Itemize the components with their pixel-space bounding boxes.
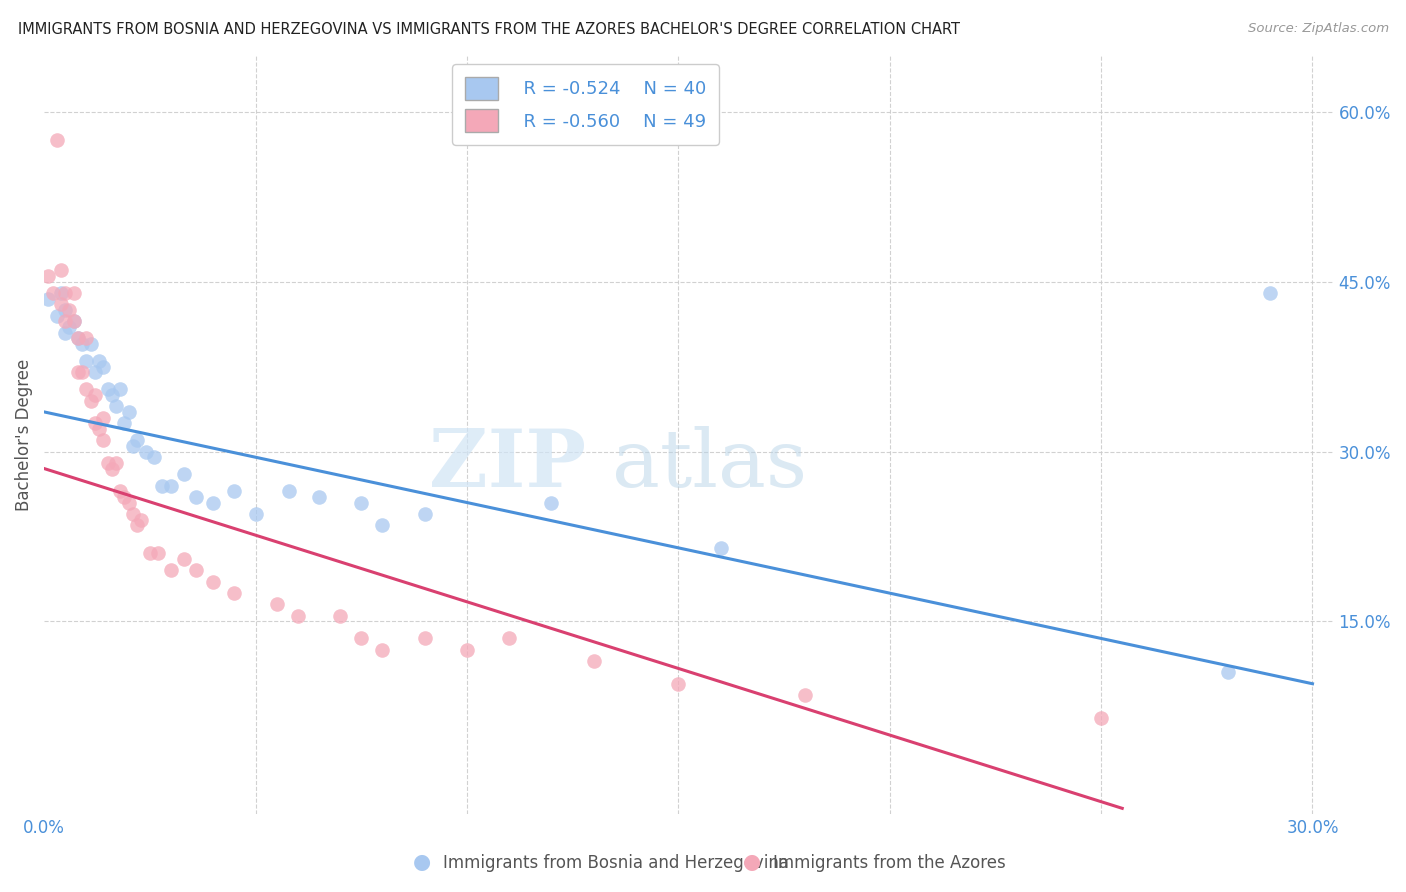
Point: [91, 434, 114, 448]
Point: [91, 359, 114, 374]
Point: [794, 688, 817, 702]
Point: [118, 495, 141, 509]
Point: [350, 632, 373, 646]
Point: [100, 388, 122, 402]
Point: [83, 388, 105, 402]
Point: [83, 416, 105, 430]
Point: [70, 337, 93, 351]
Point: [49, 263, 72, 277]
Point: [122, 439, 145, 453]
Text: ●: ●: [744, 853, 761, 872]
Point: [70, 365, 93, 379]
Point: [49, 297, 72, 311]
Point: [202, 574, 225, 589]
Point: [114, 416, 136, 430]
Point: [1258, 285, 1281, 300]
Point: [413, 507, 436, 521]
Point: [79, 393, 101, 408]
Point: [143, 450, 166, 465]
Point: [666, 677, 689, 691]
Point: [186, 490, 208, 504]
Point: [37, 292, 59, 306]
Text: IMMIGRANTS FROM BOSNIA AND HERZEGOVINA VS IMMIGRANTS FROM THE AZORES BACHELOR'S : IMMIGRANTS FROM BOSNIA AND HERZEGOVINA V…: [18, 22, 960, 37]
Point: [41, 285, 63, 300]
Point: [498, 632, 520, 646]
Point: [37, 268, 59, 283]
Point: [118, 405, 141, 419]
Point: [371, 518, 394, 533]
Point: [58, 303, 80, 318]
Point: [87, 422, 110, 436]
Point: [66, 331, 89, 345]
Point: [350, 495, 373, 509]
Point: [91, 410, 114, 425]
Point: [75, 331, 97, 345]
Point: [62, 314, 84, 328]
Text: ZIP: ZIP: [429, 425, 586, 504]
Point: [186, 564, 208, 578]
Point: [110, 484, 132, 499]
Point: [66, 331, 89, 345]
Point: [173, 552, 195, 566]
Point: [139, 547, 162, 561]
Point: [371, 642, 394, 657]
Point: [710, 541, 733, 555]
Point: [96, 456, 118, 470]
Point: [96, 382, 118, 396]
Text: ●: ●: [413, 853, 430, 872]
Legend:   R = -0.524    N = 40,   R = -0.560    N = 49: R = -0.524 N = 40, R = -0.560 N = 49: [453, 64, 718, 145]
Point: [456, 642, 478, 657]
Point: [45, 133, 67, 147]
Point: [53, 303, 76, 318]
Point: [53, 326, 76, 340]
Text: Source: ZipAtlas.com: Source: ZipAtlas.com: [1249, 22, 1389, 36]
Point: [83, 365, 105, 379]
Text: atlas: atlas: [612, 425, 807, 504]
Point: [104, 456, 127, 470]
Point: [202, 495, 225, 509]
Point: [135, 444, 157, 458]
Point: [329, 608, 352, 623]
Point: [224, 586, 246, 600]
Point: [173, 467, 195, 482]
Point: [87, 354, 110, 368]
Point: [148, 547, 170, 561]
Point: [245, 507, 267, 521]
Point: [79, 337, 101, 351]
Point: [62, 314, 84, 328]
Point: [131, 512, 153, 526]
Point: [278, 484, 301, 499]
Point: [75, 382, 97, 396]
Point: [160, 478, 183, 492]
Text: Immigrants from the Azores: Immigrants from the Azores: [773, 855, 1007, 872]
Point: [308, 490, 330, 504]
Point: [104, 399, 127, 413]
Point: [45, 309, 67, 323]
Point: [160, 564, 183, 578]
Point: [1090, 711, 1112, 725]
Point: [114, 490, 136, 504]
Point: [287, 608, 309, 623]
Point: [152, 478, 174, 492]
Point: [53, 314, 76, 328]
Point: [266, 598, 288, 612]
Point: [1216, 665, 1239, 680]
Point: [582, 654, 605, 668]
Text: Immigrants from Bosnia and Herzegovina: Immigrants from Bosnia and Herzegovina: [443, 855, 789, 872]
Point: [127, 434, 149, 448]
Point: [540, 495, 562, 509]
Point: [100, 461, 122, 475]
Point: [62, 285, 84, 300]
Point: [127, 518, 149, 533]
Point: [66, 365, 89, 379]
Point: [413, 632, 436, 646]
Point: [110, 382, 132, 396]
Point: [122, 507, 145, 521]
Point: [49, 285, 72, 300]
Y-axis label: Bachelor's Degree: Bachelor's Degree: [15, 359, 32, 511]
Point: [224, 484, 246, 499]
Point: [53, 285, 76, 300]
Point: [58, 320, 80, 334]
Point: [75, 354, 97, 368]
